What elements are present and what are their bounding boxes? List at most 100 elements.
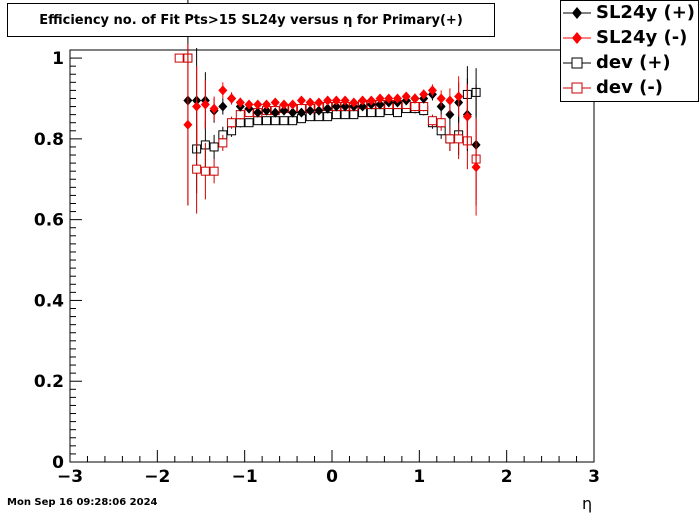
data-point-square (174, 53, 184, 63)
data-point-square (253, 116, 263, 126)
data-point-square (445, 134, 455, 144)
data-point-square (340, 110, 350, 120)
y-tick-label: 0.6 (34, 211, 64, 231)
data-point-square (375, 108, 385, 118)
data-point-diamond (296, 95, 306, 106)
data-point-square (288, 116, 298, 126)
legend-symbol-diamond-red (563, 32, 591, 44)
legend-entry-sl24y-minus: SL24y (-) (561, 26, 700, 51)
data-point-diamond (253, 99, 263, 110)
data-point-square (419, 102, 429, 112)
data-point-diamond (358, 95, 368, 106)
data-point-diamond (375, 93, 385, 104)
data-point-diamond (314, 105, 324, 116)
x-tick-label: −2 (144, 467, 170, 487)
x-axis-label: η (582, 494, 593, 513)
data-point-diamond (279, 99, 289, 110)
data-point-diamond (227, 93, 237, 104)
data-point-diamond (305, 105, 315, 116)
x-tick-label: −1 (232, 467, 258, 487)
legend-label: dev (-) (596, 77, 664, 98)
data-point-diamond (436, 93, 446, 104)
data-point-square (349, 110, 359, 120)
data-point-diamond (349, 97, 359, 108)
data-point-diamond (401, 91, 411, 102)
y-tick-label: 1 (52, 49, 64, 69)
y-tick-label: 0.8 (34, 130, 64, 150)
data-point-diamond (445, 95, 455, 106)
data-point-diamond (454, 91, 464, 102)
data-point-diamond (427, 85, 437, 96)
data-point-square (270, 116, 280, 126)
legend-entry-dev-plus: dev (+) (561, 51, 700, 76)
data-point-square (262, 116, 271, 126)
data-point-square (227, 118, 237, 128)
legend-entry-sl24y-plus: SL24y (+) (561, 1, 700, 26)
x-tick-label: 3 (588, 467, 600, 487)
data-point-square (218, 138, 228, 148)
data-point-square (244, 118, 254, 128)
data-point-square (366, 108, 376, 118)
data-point-diamond (410, 93, 420, 104)
legend: SL24y (+) SL24y (-) dev (+) dev (-) (560, 0, 699, 102)
data-point-diamond (314, 97, 324, 108)
axes: −3 −2 −1 0 1 2 3 0 0.2 0.4 0.6 0.8 1 (34, 49, 600, 487)
data-point-square (209, 166, 219, 176)
data-point-square (235, 118, 245, 128)
data-point-diamond (200, 99, 210, 110)
data-point-diamond (270, 107, 280, 118)
y-tick-label: 0.2 (34, 372, 64, 392)
data-point-diamond (296, 107, 306, 118)
data-point-diamond (358, 101, 368, 112)
data-point-diamond (445, 109, 455, 120)
data-point-diamond (262, 99, 271, 110)
timestamp-footer: Mon Sep 16 09:28:06 2024 (7, 497, 158, 508)
data-point-diamond (340, 101, 350, 112)
data-point-diamond (218, 85, 228, 96)
data-point-diamond (183, 119, 193, 130)
data-point-diamond (244, 99, 254, 110)
data-point-square (454, 134, 464, 144)
data-point-diamond (253, 107, 263, 118)
data-point-diamond (331, 101, 341, 112)
y-tick-label: 0 (52, 453, 64, 473)
data-point-diamond (462, 111, 472, 122)
data-point-square (427, 116, 437, 126)
data-point-diamond (366, 95, 376, 106)
legend-label: dev (+) (596, 52, 671, 73)
data-point-diamond (262, 105, 271, 116)
legend-entry-dev-minus: dev (-) (561, 76, 700, 101)
data-point-diamond (305, 97, 315, 108)
data-point-diamond (235, 97, 245, 108)
legend-label: SL24y (-) (596, 27, 688, 48)
data-point-diamond (288, 99, 298, 110)
data-point-square (235, 110, 245, 120)
data-point-square (279, 116, 289, 126)
legend-symbol-square-black (563, 57, 591, 69)
data-point-square (393, 108, 402, 118)
data-point-diamond (209, 103, 219, 114)
chart-title: Efficiency no. of Fit Pts>15 SL24y versu… (39, 13, 463, 28)
data-point-diamond (393, 93, 402, 104)
legend-symbol-diamond-black (563, 7, 591, 19)
data-point-square (410, 102, 420, 112)
data-point-diamond (340, 95, 350, 106)
data-point-diamond (279, 105, 289, 116)
data-point-diamond (192, 101, 202, 112)
data-point-diamond (384, 93, 394, 104)
data-point-diamond (288, 107, 298, 118)
data-point-diamond (331, 95, 341, 106)
data-point-diamond (375, 99, 385, 110)
x-tick-label: 1 (413, 467, 425, 487)
legend-symbol-square-red (563, 82, 591, 94)
data-point-square (323, 112, 333, 122)
data-point-diamond (419, 89, 429, 100)
data-point-diamond (323, 103, 333, 114)
data-marks (174, 0, 481, 216)
data-point-diamond (323, 95, 333, 106)
data-point-square (200, 166, 210, 176)
x-tick-label: −3 (57, 467, 83, 487)
data-point-diamond (218, 101, 228, 112)
data-point-square (192, 164, 202, 174)
